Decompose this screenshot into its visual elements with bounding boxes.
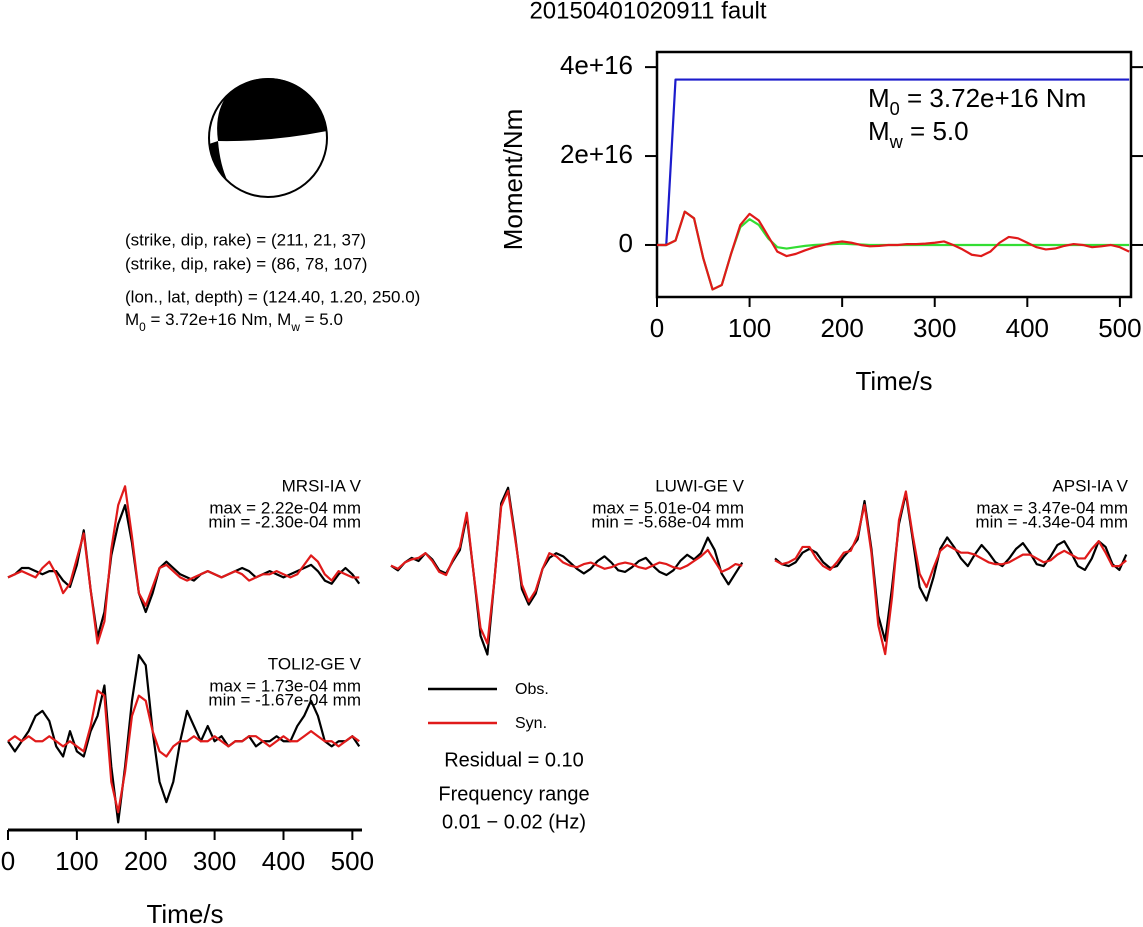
text-part: = 5.0 [903, 116, 969, 146]
text-part: = 5.0 [300, 310, 343, 329]
series-line [657, 210, 1130, 291]
annotation: Mw = 5.0 [868, 116, 969, 152]
x-tick-label: 100 [728, 313, 771, 343]
x-axis-label: Time/s [146, 899, 223, 927]
x-tick-label: 0 [650, 313, 664, 343]
frequency-title: Frequency range [438, 783, 589, 805]
focal-moment-line: M0 = 3.72e+16 Nm, Mw = 5.0 [125, 310, 343, 334]
station-label: APSI-IA V [1052, 476, 1128, 495]
text-part: M [125, 310, 139, 329]
y-tick-label: 2e+16 [560, 139, 633, 169]
subscript: 0 [139, 320, 146, 334]
x-tick-label: 400 [1006, 313, 1049, 343]
min-label: min = -4.34e-04 mm [975, 512, 1128, 531]
text-part: M [868, 83, 890, 113]
max-label: max = 3.47e-04 mm [976, 498, 1128, 517]
x-tick-label: 300 [193, 846, 236, 876]
max-label: max = 5.01e-04 mm [592, 498, 744, 517]
plot-frame [655, 50, 1133, 299]
legend-label: Syn. [515, 715, 547, 732]
beachball [208, 78, 328, 198]
legend: Obs. Syn. [428, 681, 549, 732]
x-tick-label: 100 [55, 846, 98, 876]
max-label: max = 2.22e-04 mm [209, 498, 361, 517]
legend-label: Obs. [515, 681, 549, 698]
text-part: = 3.72e+16 Nm, M [146, 310, 292, 329]
x-tick-label: 500 [331, 846, 374, 876]
x-tick-label: 200 [124, 846, 167, 876]
focal-text: (strike, dip, rake) = (211, 21, 37) (str… [125, 230, 420, 334]
min-label: min = -2.30e-04 mm [208, 512, 361, 531]
text-part: = 3.72e+16 Nm [900, 83, 1086, 113]
y-axis-label: Moment/Nm [498, 109, 528, 251]
y-tick-label: 0 [619, 228, 633, 258]
station-label: TOLI2-GE V [268, 654, 362, 673]
x-tick-label: 300 [913, 313, 956, 343]
min-label: min = -5.68e-04 mm [591, 512, 744, 531]
series-line [657, 210, 1130, 291]
series-line [390, 489, 743, 645]
subscript: w [290, 320, 300, 334]
beachball-compression [209, 141, 228, 182]
x-tick-label: 400 [262, 846, 305, 876]
y-tick-label: 4e+16 [560, 50, 633, 80]
x-tick-label: 500 [1098, 313, 1141, 343]
text-part: M [868, 116, 890, 146]
beachball-compression [217, 78, 327, 142]
station-label: MRSI-IA V [282, 476, 362, 495]
focal-line: (strike, dip, rake) = (211, 21, 37) [125, 230, 366, 249]
figure-title: 20150401020911 fault [529, 0, 766, 24]
series-line [7, 689, 360, 814]
max-label: max = 1.73e-04 mm [209, 676, 361, 695]
series-line [7, 485, 360, 645]
annotation: M0 = 3.72e+16 Nm [868, 83, 1086, 119]
subscript: 0 [890, 99, 900, 119]
x-tick-label: 200 [820, 313, 863, 343]
series-line [774, 490, 1127, 656]
x-axis-label: Time/s [855, 366, 932, 396]
min-label: min = -1.67e-04 mm [208, 690, 361, 709]
beachball-outline [208, 78, 328, 198]
subscript: w [889, 132, 904, 152]
x-tick-label: 0 [1, 846, 15, 876]
focal-line: (lon., lat, depth) = (124.40, 1.20, 250.… [125, 287, 420, 306]
focal-line: (strike, dip, rake) = (86, 78, 107) [125, 254, 367, 273]
station-label: LUWI-GE V [655, 476, 744, 495]
series-line [657, 78, 1130, 247]
residual: Residual = 0.10 [444, 749, 584, 771]
frequency-range: 0.01 − 0.02 (Hz) [442, 811, 586, 833]
